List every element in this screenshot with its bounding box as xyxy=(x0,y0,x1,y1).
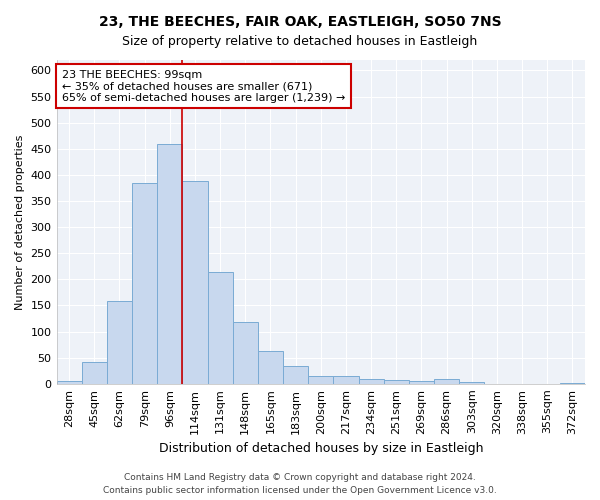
Bar xyxy=(359,378,383,384)
Bar xyxy=(308,376,334,384)
Bar xyxy=(434,378,459,384)
Text: Contains HM Land Registry data © Crown copyright and database right 2024.
Contai: Contains HM Land Registry data © Crown c… xyxy=(103,474,497,495)
Bar xyxy=(182,181,208,384)
Text: 23, THE BEECHES, FAIR OAK, EASTLEIGH, SO50 7NS: 23, THE BEECHES, FAIR OAK, EASTLEIGH, SO… xyxy=(98,15,502,29)
Bar xyxy=(56,381,82,384)
X-axis label: Distribution of detached houses by size in Eastleigh: Distribution of detached houses by size … xyxy=(158,442,483,455)
Bar xyxy=(258,351,283,384)
Bar xyxy=(157,144,182,384)
Text: Size of property relative to detached houses in Eastleigh: Size of property relative to detached ho… xyxy=(122,35,478,48)
Bar xyxy=(383,380,409,384)
Bar xyxy=(132,182,157,384)
Bar xyxy=(459,382,484,384)
Text: 23 THE BEECHES: 99sqm
← 35% of detached houses are smaller (671)
65% of semi-det: 23 THE BEECHES: 99sqm ← 35% of detached … xyxy=(62,70,345,103)
Bar xyxy=(82,362,107,384)
Bar xyxy=(560,383,585,384)
Bar xyxy=(233,322,258,384)
Bar xyxy=(107,302,132,384)
Bar xyxy=(283,366,308,384)
Bar xyxy=(334,376,359,384)
Bar xyxy=(409,381,434,384)
Y-axis label: Number of detached properties: Number of detached properties xyxy=(15,134,25,310)
Bar xyxy=(208,272,233,384)
